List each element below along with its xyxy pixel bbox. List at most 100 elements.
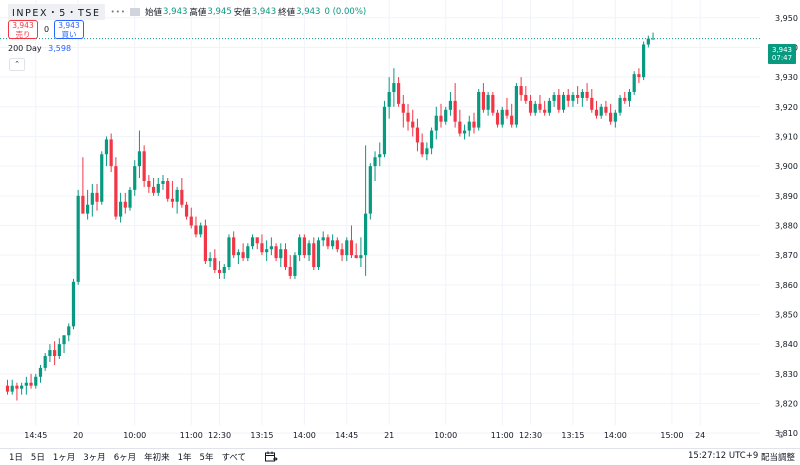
y-tick-label: 3,820 (775, 399, 798, 408)
y-tick-label: 3,870 (775, 251, 798, 260)
range-1y-button[interactable]: 1年 (177, 453, 192, 463)
candle-body (38, 367, 43, 377)
candle (448, 91, 453, 116)
range-1m-button[interactable]: 1ヶ月 (52, 453, 76, 463)
candle-body (222, 267, 226, 273)
candle-body (288, 267, 292, 276)
candle (100, 151, 104, 205)
candle-body (184, 204, 189, 217)
range-ytd-button[interactable]: 年初来 (144, 453, 170, 463)
candle (184, 201, 189, 220)
candle (637, 68, 641, 84)
candle-body (646, 38, 650, 45)
candle-body (382, 106, 387, 155)
collapse-legend-button[interactable]: ⌃ (9, 58, 25, 71)
candle-body (312, 243, 316, 268)
range-5d-button[interactable]: 5日 (30, 453, 45, 463)
time-axis[interactable]: 14:45 20 10:00 11:00 12:30 13:15 14:00 14:45 21 1… (24, 431, 785, 441)
candle-body (505, 109, 509, 116)
candlestick-chart[interactable]: 3,810 3,820 3,830 3,840 3,850 3,860 3,870 3,880… (0, 0, 800, 448)
x-tick-label: 14:00 (293, 431, 316, 440)
candle (387, 77, 391, 119)
candle (477, 89, 481, 131)
symbol-legend: INPEX・5・TSE ••• 始値 3,943 高値 3,945 安値 3,9… (8, 4, 366, 20)
candle (175, 186, 179, 214)
candle (189, 207, 193, 229)
candle (34, 373, 38, 389)
candle (561, 91, 566, 113)
candle (283, 243, 288, 270)
candle (547, 97, 551, 116)
candle (439, 103, 443, 128)
candle-body (180, 189, 184, 205)
candle-body (100, 154, 104, 202)
calendar-goto-icon[interactable] (264, 451, 278, 463)
candle-body (10, 385, 14, 392)
candle-body (53, 350, 57, 357)
sell-button[interactable]: 3,943 売り (8, 20, 38, 39)
candle (161, 175, 165, 190)
candle-body (415, 127, 420, 143)
x-tick-label: 12:30 (519, 431, 542, 440)
candle (642, 41, 646, 81)
candle-body (147, 180, 151, 187)
range-6m-button[interactable]: 6ヶ月 (113, 453, 137, 463)
candle (5, 379, 10, 395)
candle-body (552, 94, 556, 101)
symbol-name[interactable]: INPEX・5・TSE (8, 4, 105, 20)
x-tick-label: 14:45 (24, 431, 47, 440)
candle-body (580, 91, 584, 98)
candle-body (467, 121, 471, 131)
candle-body (632, 74, 636, 92)
axis-settings-icon[interactable]: ⚙ (777, 431, 785, 441)
candle-body (133, 166, 137, 190)
candle (260, 234, 264, 256)
candle (307, 240, 311, 262)
candle (566, 89, 570, 107)
candle-body (594, 109, 599, 116)
candle (128, 186, 132, 211)
candle (293, 252, 297, 279)
candle (368, 163, 372, 220)
candle-body (359, 255, 363, 259)
candle (43, 353, 47, 371)
open-label: 始値 (145, 8, 163, 18)
candle (123, 192, 127, 214)
x-tick-label: 20 (73, 431, 83, 440)
candle (48, 344, 52, 362)
vertical-gridlines (35, 0, 701, 425)
price-axis[interactable]: 3,810 3,820 3,830 3,840 3,850 3,860 3,870 3,880… (775, 14, 798, 438)
range-1d-button[interactable]: 1日 (9, 453, 23, 463)
candle-body (227, 237, 231, 268)
candle-body (81, 195, 85, 214)
indicator-legend[interactable]: 200 Day 3,598 (8, 44, 71, 53)
candle (609, 103, 613, 125)
range-5y-button[interactable]: 5年 (199, 453, 214, 463)
clock-timezone[interactable]: 15:27:12 UTC+9 (688, 451, 759, 461)
candle-body (396, 83, 401, 104)
candle-body (462, 130, 467, 134)
candle-body (250, 237, 255, 247)
candle (302, 234, 306, 259)
dividend-adjust-toggle[interactable]: 配当調整 (761, 453, 796, 463)
candle-body (340, 249, 344, 256)
sell-price: 3,943 (12, 21, 34, 30)
candle (576, 86, 580, 104)
candle-body (439, 115, 443, 122)
candle-body (151, 186, 156, 193)
more-options-icon[interactable]: ••• (110, 8, 127, 16)
candle-body (651, 38, 655, 40)
buy-button[interactable]: 3,943 買い (54, 20, 84, 39)
candle (274, 243, 278, 262)
candle-body (34, 376, 38, 386)
candle (95, 183, 99, 211)
range-all-button[interactable]: すべて (221, 453, 247, 463)
candle-body (618, 97, 622, 113)
range-3m-button[interactable]: 3ヶ月 (83, 453, 106, 463)
candle-body (613, 112, 617, 122)
candle-body (114, 166, 118, 217)
candle-body (269, 246, 273, 250)
candle-body (62, 335, 66, 345)
candle (90, 183, 94, 217)
y-tick-label: 3,830 (775, 370, 798, 379)
